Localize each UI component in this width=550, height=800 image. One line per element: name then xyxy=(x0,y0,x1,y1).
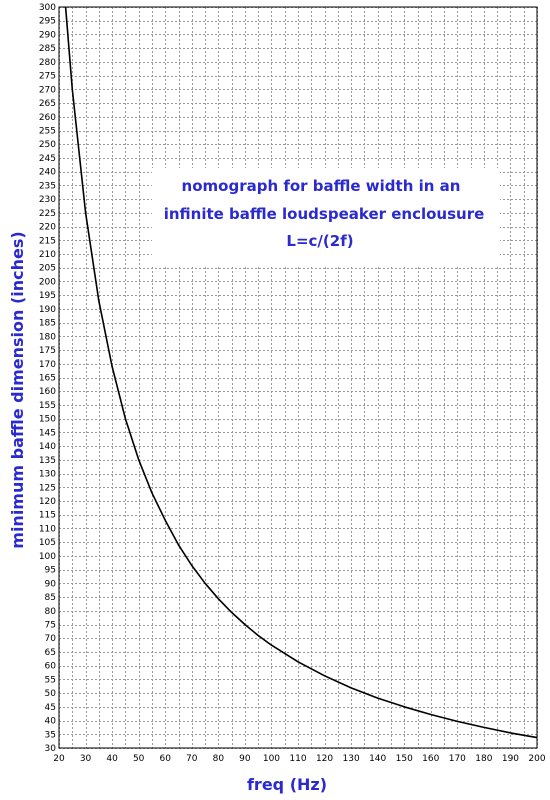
y-tick-label: 45 xyxy=(45,703,56,713)
x-tick-label: 140 xyxy=(369,754,386,764)
y-tick-label: 235 xyxy=(39,181,56,191)
y-tick-label: 55 xyxy=(45,675,56,685)
y-tick-label: 65 xyxy=(45,648,56,658)
x-tick-label: 50 xyxy=(133,754,145,764)
grid xyxy=(59,7,538,749)
y-tick-label: 195 xyxy=(39,291,56,301)
y-tick-label: 175 xyxy=(39,346,56,356)
y-tick-label: 30 xyxy=(45,744,57,754)
x-tick-label: 80 xyxy=(213,754,225,764)
y-tick-label: 260 xyxy=(39,113,56,123)
y-tick-label: 165 xyxy=(39,374,56,384)
y-tick-label: 95 xyxy=(45,566,56,576)
y-tick-label: 275 xyxy=(39,72,56,82)
y-tick-label: 75 xyxy=(45,621,56,631)
y-tick-label: 185 xyxy=(39,319,56,329)
x-tick-label: 60 xyxy=(159,754,171,764)
y-tick-label: 205 xyxy=(39,264,56,274)
y-tick-label: 60 xyxy=(45,662,57,672)
x-tick-label: 200 xyxy=(528,754,545,764)
y-tick-label: 285 xyxy=(39,44,56,54)
y-tick-label: 240 xyxy=(39,168,56,178)
y-tick-label: 295 xyxy=(39,17,56,27)
x-tick-label: 160 xyxy=(422,754,439,764)
y-tick-label: 100 xyxy=(39,552,56,562)
y-tick-label: 225 xyxy=(39,209,56,219)
y-tick-label: 35 xyxy=(45,730,56,740)
y-tick-label: 135 xyxy=(39,456,56,466)
x-tick-label: 180 xyxy=(475,754,492,764)
y-tick-label: 120 xyxy=(39,497,56,507)
y-tick-label: 210 xyxy=(39,250,56,260)
x-tick-label: 120 xyxy=(316,754,333,764)
x-tick-label: 90 xyxy=(239,754,251,764)
chart-title-line-3: L=c/(2f) xyxy=(286,232,353,250)
x-tick-labels: 20 30 40 50 60 70 80 90 100 110 120 130 140 150 160 170… xyxy=(53,754,546,764)
y-tick-label: 300 xyxy=(39,3,56,13)
y-tick-label: 140 xyxy=(39,442,56,452)
y-tick-label: 250 xyxy=(39,140,56,150)
x-tick-label: 130 xyxy=(343,754,360,764)
y-tick-label: 220 xyxy=(39,223,56,233)
y-tick-label: 125 xyxy=(39,483,56,493)
y-tick-label: 215 xyxy=(39,236,56,246)
y-tick-label: 115 xyxy=(39,511,56,521)
title-box xyxy=(152,168,500,266)
y-tick-label: 160 xyxy=(39,387,56,397)
chart-title-line-2: infinite baffle loudspeaker enclousure xyxy=(164,205,485,223)
x-tick-label: 30 xyxy=(80,754,92,764)
y-tick-label: 265 xyxy=(39,99,56,109)
x-tick-label: 70 xyxy=(186,754,198,764)
y-axis-title: minimum baffle dimension (inches) xyxy=(8,231,27,548)
y-tick-label: 150 xyxy=(39,415,56,425)
baffle-curve-line xyxy=(64,6,538,739)
x-tick-label: 20 xyxy=(53,754,65,764)
y-tick-label: 50 xyxy=(45,689,57,699)
x-tick-label: 150 xyxy=(396,754,413,764)
plot-frame xyxy=(58,6,538,749)
y-tick-label: 155 xyxy=(39,401,56,411)
x-tick-label: 40 xyxy=(106,754,118,764)
x-tick-label: 110 xyxy=(289,754,306,764)
y-tick-label: 110 xyxy=(39,524,56,534)
y-tick-label: 245 xyxy=(39,154,56,164)
y-tick-label: 130 xyxy=(39,470,56,480)
x-tick-label: 100 xyxy=(263,754,280,764)
y-tick-label: 85 xyxy=(45,593,56,603)
x-axis-title: freq (Hz) xyxy=(247,775,327,794)
y-tick-label: 70 xyxy=(45,634,57,644)
y-tick-label: 255 xyxy=(39,127,56,137)
y-tick-label: 170 xyxy=(39,360,56,370)
y-tick-label: 270 xyxy=(39,85,56,95)
y-tick-labels: 30 35 40 45 50 55 60 65 70 75 80 85 90 95 100 105 110 115… xyxy=(39,3,56,754)
x-tick-label: 170 xyxy=(449,754,466,764)
y-tick-label: 180 xyxy=(39,332,56,342)
curve-group xyxy=(64,6,538,739)
x-tick-label: 190 xyxy=(502,754,519,764)
y-tick-label: 80 xyxy=(45,607,57,617)
y-tick-label: 145 xyxy=(39,428,56,438)
chart-title-line-1: nomograph for baffle width in an xyxy=(182,177,461,195)
y-tick-label: 105 xyxy=(39,538,56,548)
y-tick-label: 40 xyxy=(45,717,57,727)
y-tick-label: 230 xyxy=(39,195,56,205)
y-tick-label: 280 xyxy=(39,58,56,68)
y-tick-label: 90 xyxy=(45,579,57,589)
y-tick-label: 200 xyxy=(39,277,56,287)
y-tick-label: 190 xyxy=(39,305,56,315)
y-tick-label: 290 xyxy=(39,30,56,40)
